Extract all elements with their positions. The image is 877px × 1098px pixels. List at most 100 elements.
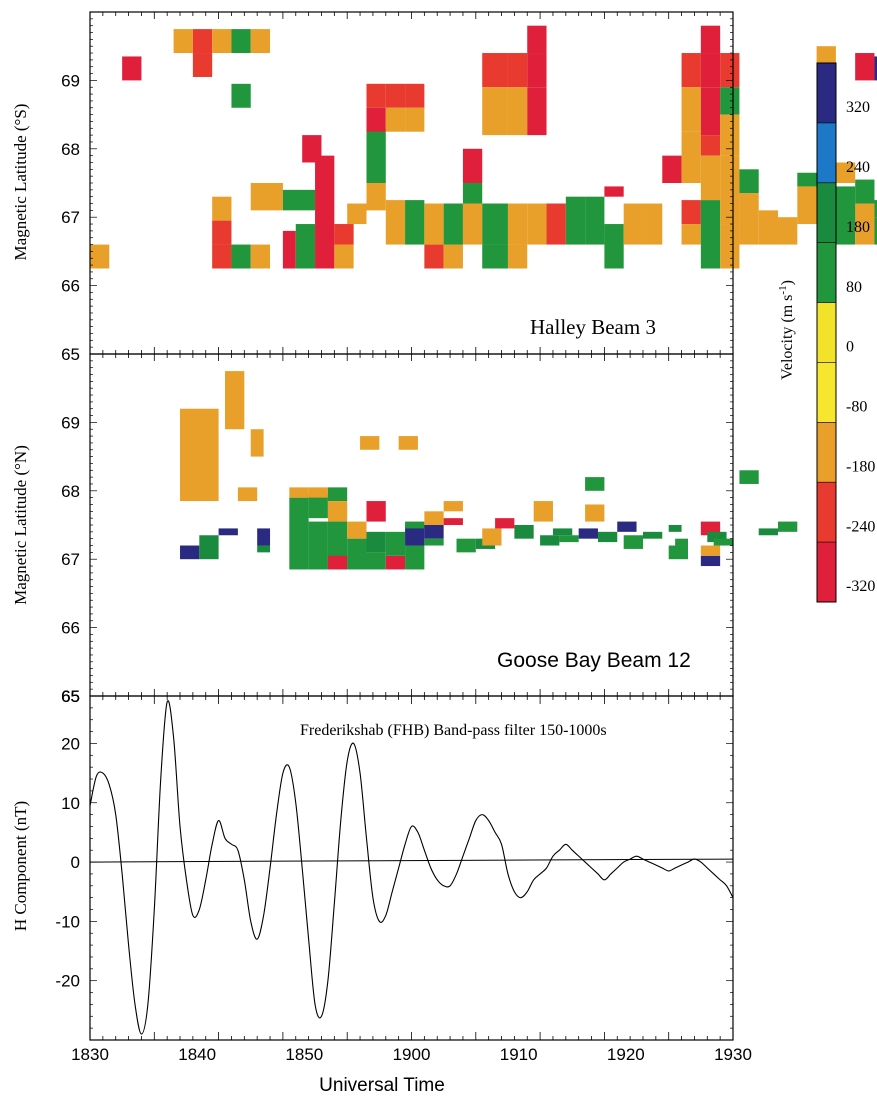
velocity-cell [289, 497, 309, 570]
velocity-cell [385, 107, 406, 132]
velocity-cell [559, 535, 579, 543]
velocity-cell [597, 531, 618, 543]
colorbar-bin [817, 422, 836, 483]
velocity-cell [424, 244, 444, 269]
velocity-cell [835, 186, 856, 204]
velocity-cell [720, 87, 740, 115]
velocity-cell [700, 200, 721, 269]
velocity-cell [855, 203, 875, 245]
velocity-cell [237, 487, 258, 502]
mid-y-axis-label: Magnetic Latitude (°N) [11, 445, 30, 605]
x-tick-label: 1840 [178, 1045, 216, 1064]
panel-frame [89, 695, 734, 1041]
velocity-cell [874, 217, 877, 245]
colorbar-tick-label: 240 [846, 159, 870, 176]
velocity-cell [507, 203, 528, 245]
y-tick-label: 65 [61, 687, 80, 706]
velocity-cell [482, 244, 508, 269]
velocity-cell [212, 244, 232, 269]
velocity-cell [482, 53, 508, 88]
y-tick-label: 65 [61, 345, 80, 364]
velocity-cell [681, 87, 701, 132]
velocity-cell [681, 224, 701, 245]
velocity-cell [231, 29, 251, 54]
velocity-cell [199, 535, 219, 560]
velocity-cell [527, 87, 547, 136]
velocity-cell [366, 128, 386, 183]
y-tick-label: 66 [61, 619, 80, 638]
velocity-cell [533, 501, 553, 522]
velocity-cell [758, 528, 779, 536]
velocity-cell [507, 53, 528, 88]
velocity-cell [739, 169, 759, 194]
velocity-cell [482, 87, 508, 136]
velocity-cell [443, 203, 463, 245]
velocity-cell [443, 501, 463, 512]
velocity-cell [565, 196, 586, 245]
velocity-cell [308, 487, 328, 498]
y-tick-label: 20 [61, 734, 80, 753]
velocity-cell [700, 53, 721, 88]
velocity-cell [257, 528, 271, 546]
velocity-cell [212, 29, 232, 54]
velocity-cell [192, 53, 213, 77]
colorbar-label-sup: -1 [777, 285, 789, 294]
velocity-cell [315, 155, 335, 269]
y-tick-label: -20 [55, 972, 80, 991]
velocity-cell [289, 487, 309, 498]
velocity-cell [507, 244, 528, 269]
velocity-cell [662, 155, 682, 183]
velocity-cell [700, 135, 721, 156]
y-tick-label: 0 [71, 853, 80, 872]
velocity-cell [443, 244, 463, 269]
velocity-cell [180, 545, 200, 560]
velocity-cell [681, 200, 701, 225]
velocity-cell [334, 224, 354, 245]
velocity-cell [250, 183, 283, 211]
velocity-cell [360, 436, 380, 450]
colorbar-bin [817, 482, 836, 543]
velocity-cell [385, 555, 406, 570]
y-tick-label: 10 [61, 794, 80, 813]
velocity-cell [225, 371, 245, 430]
velocity-cell [385, 83, 406, 108]
colorbar-tick-label: -240 [846, 518, 875, 535]
velocity-cell [874, 56, 877, 81]
x-tick-label: 1900 [393, 1045, 431, 1064]
y-tick-label: 69 [61, 71, 80, 90]
velocity-cell [424, 203, 444, 245]
velocity-cell [308, 521, 328, 570]
colorbar-bin [817, 542, 836, 603]
velocity-cell [308, 494, 328, 519]
velocity-cell [405, 107, 425, 132]
y-tick-label: 66 [61, 277, 80, 296]
x-tick-label: 1920 [607, 1045, 645, 1064]
velocity-cell [250, 29, 271, 54]
velocity-cell [462, 148, 483, 183]
x-tick-label: 1930 [714, 1045, 752, 1064]
velocity-cell [585, 477, 605, 491]
velocity-cell [546, 203, 566, 245]
velocity-cell [623, 535, 643, 549]
velocity-cell [250, 429, 264, 457]
y-tick-label: 68 [61, 140, 80, 159]
x-tick-label: 1910 [500, 1045, 538, 1064]
velocity-cell [327, 555, 348, 570]
velocity-cell [347, 521, 367, 539]
velocity-cell [700, 555, 721, 567]
velocity-cell [90, 244, 110, 269]
colorbar-label-close: ) [779, 280, 796, 285]
colorbar-tick-label: -320 [846, 578, 875, 595]
colorbar-tick-label: 0 [846, 339, 854, 356]
velocity-cell [617, 521, 637, 532]
velocity-cell [668, 545, 688, 560]
velocity-cell [366, 83, 386, 108]
velocity-cell [385, 200, 406, 245]
colorbar-bin [817, 362, 836, 423]
velocity-cell [642, 531, 663, 539]
fhb-annotation: Frederikshab (FHB) Band-pass filter 150-… [300, 722, 607, 739]
velocity-cell [295, 224, 316, 269]
velocity-cell [282, 230, 296, 269]
velocity-cell [347, 538, 367, 570]
velocity-cell [700, 87, 721, 136]
